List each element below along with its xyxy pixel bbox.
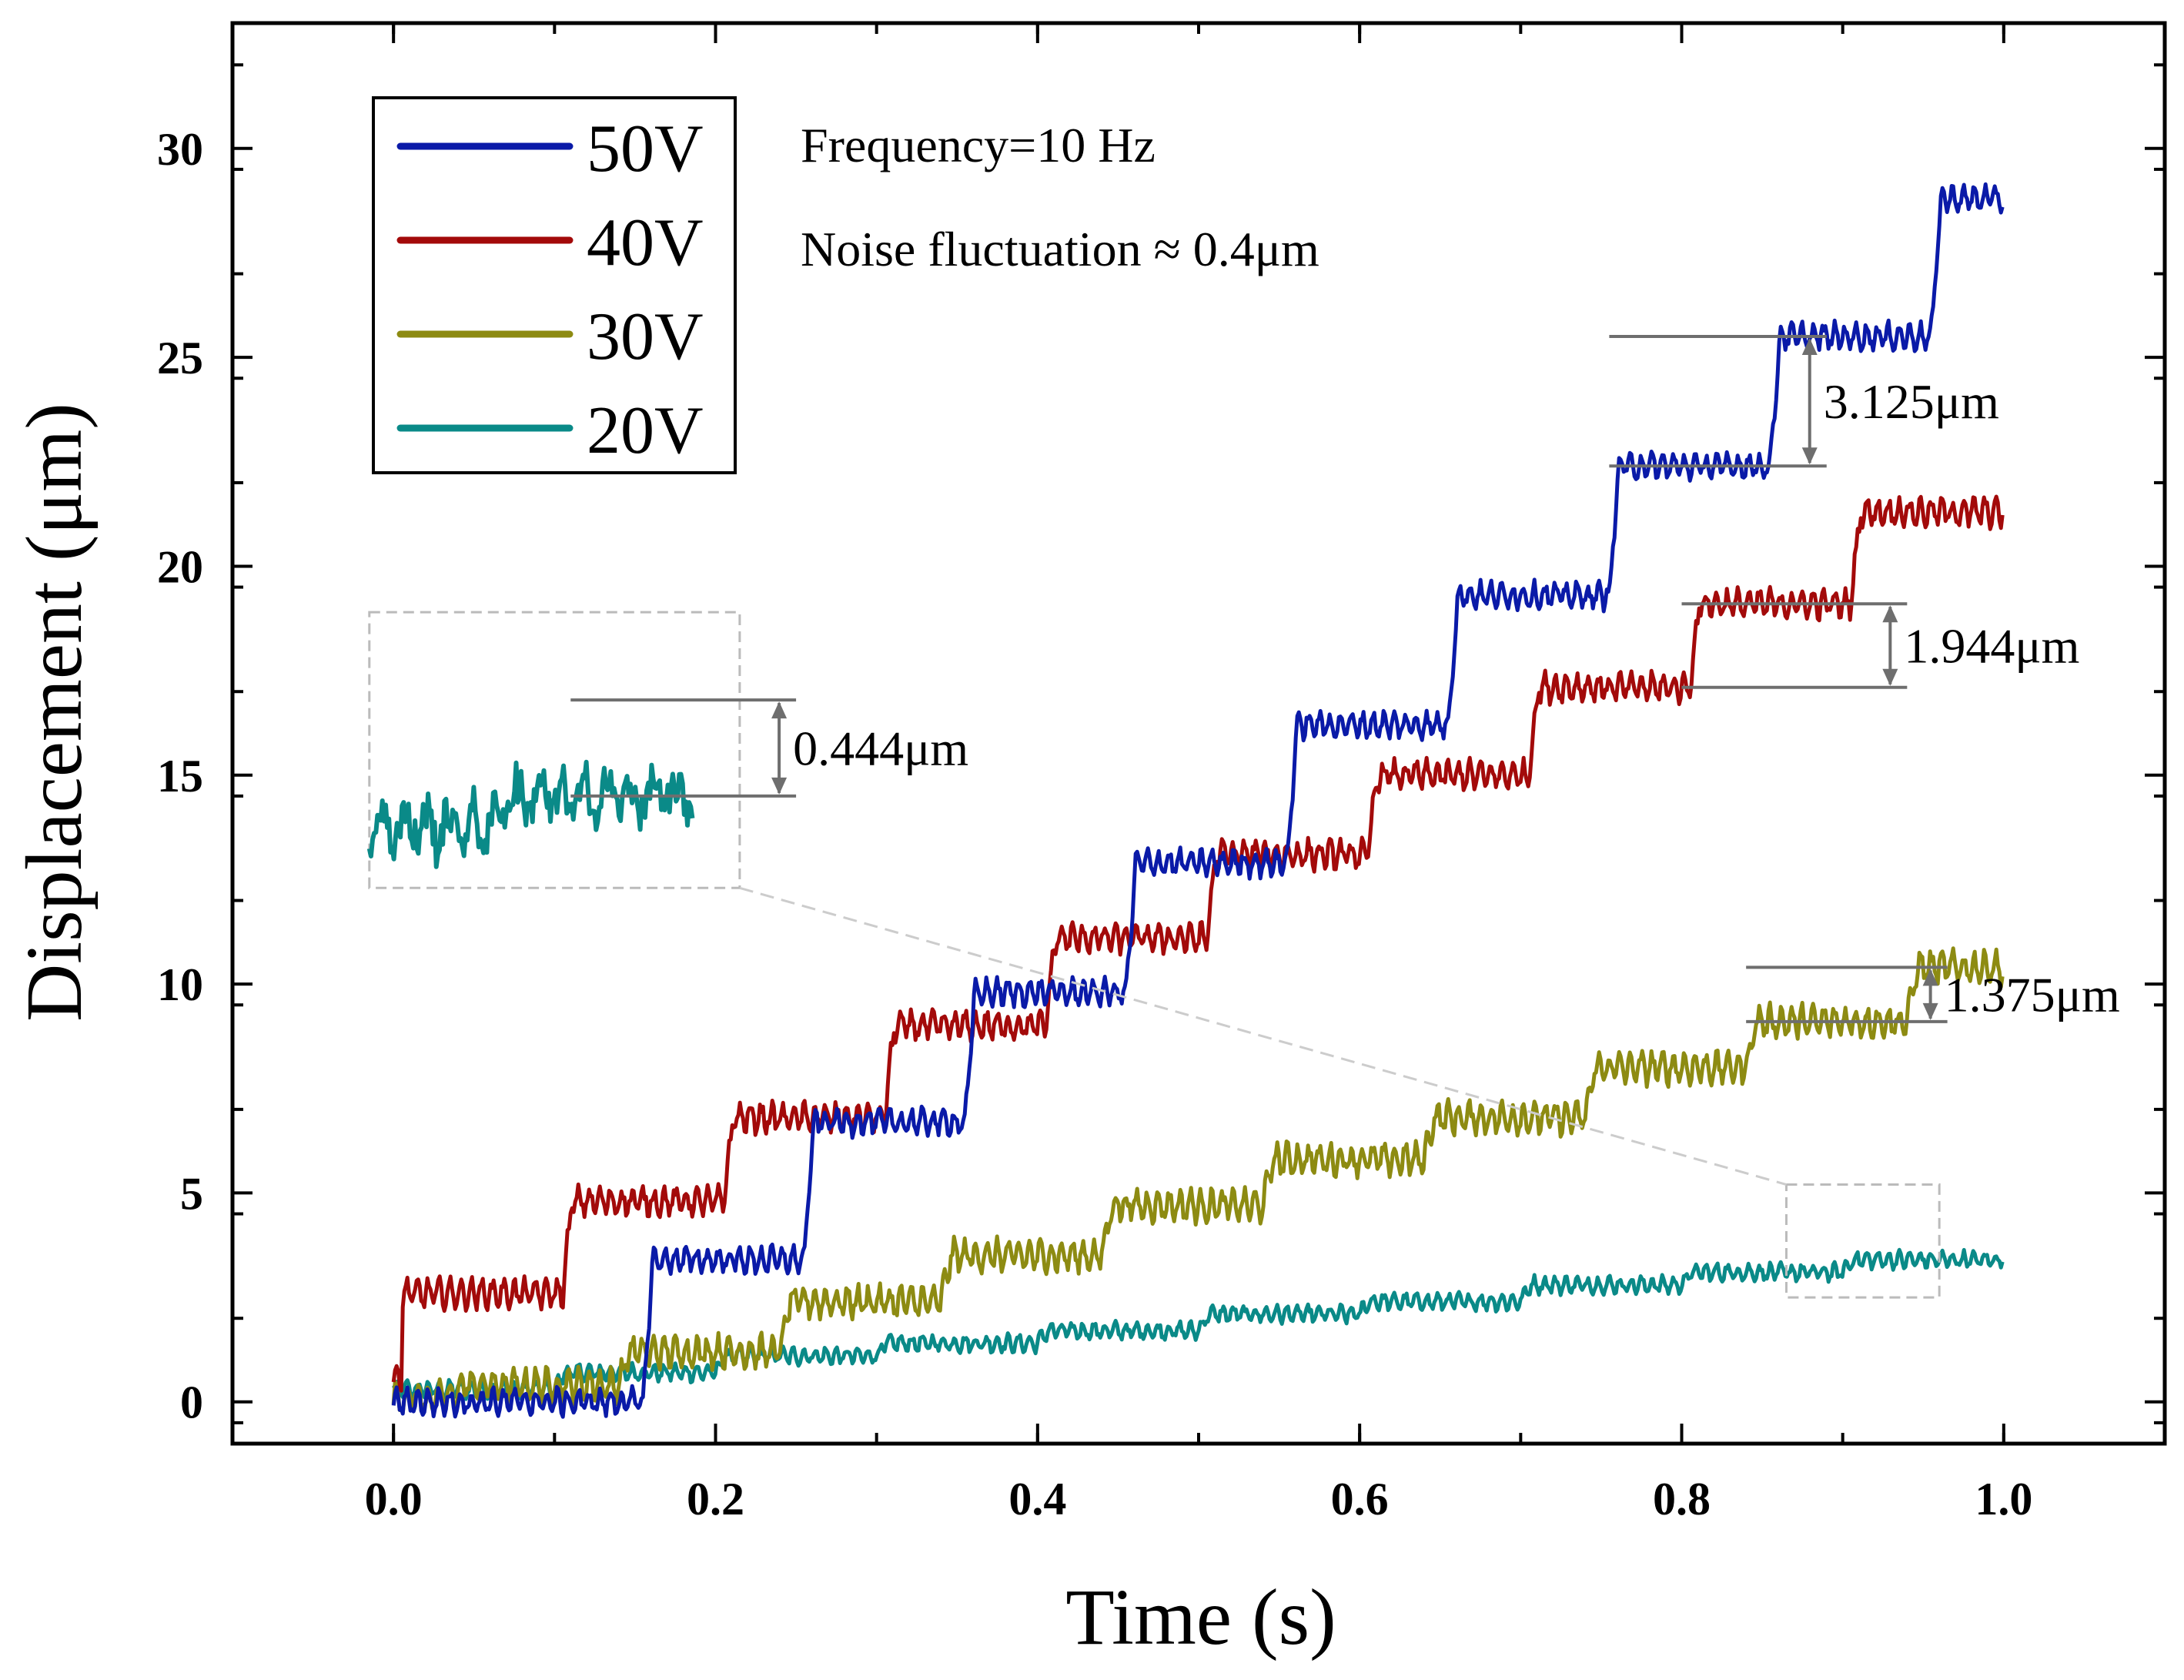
arrow-head-up <box>1882 605 1898 623</box>
y-tick-label: 25 <box>157 333 203 383</box>
annotation-0: 3.125μm <box>1609 334 1999 468</box>
annotation-3: 0.444μm <box>570 698 968 798</box>
zoom-inset <box>366 611 1941 1299</box>
arrow-head-down <box>1922 1002 1938 1020</box>
y-tick-label: 0 <box>180 1377 203 1428</box>
y-tick-label: 30 <box>157 124 203 175</box>
series-line-50v <box>391 182 2005 1419</box>
annotation-label: 1.944μm <box>1904 619 2079 674</box>
annotation-label: 3.125μm <box>1824 374 1999 429</box>
y-tick-label: 20 <box>157 541 203 592</box>
x-tick-label: 0.2 <box>687 1474 744 1524</box>
legend-label-50v: 50V <box>587 112 704 186</box>
frequency-note: Frequency=10 Hz <box>801 118 1156 172</box>
inset-box <box>368 611 741 889</box>
legend-label-30v: 30V <box>587 300 704 374</box>
annotation-2: 1.375μm <box>1746 965 2120 1023</box>
zoom-region-box <box>1784 1183 1941 1299</box>
arrow-head-up <box>1922 969 1938 986</box>
legend: 50V 40V 30V 20V <box>372 96 737 474</box>
annotation-label: 0.444μm <box>793 721 968 775</box>
noise-note: Noise fluctuation ≈ 0.4μm <box>801 222 1319 276</box>
legend-label-40v: 40V <box>587 206 704 280</box>
zoom-connector <box>739 886 1787 1186</box>
legend-box <box>372 96 737 474</box>
inset-trace-20v <box>366 759 695 869</box>
x-tick-label: 0.0 <box>365 1474 423 1524</box>
arrow-head-up <box>771 701 788 719</box>
y-tick-label: 15 <box>157 751 203 802</box>
x-tick-label: 0.6 <box>1331 1474 1389 1524</box>
axes: 0.0 0.2 0.4 0.6 0.8 1.0 0 5 10 15 20 25 30 <box>157 23 2166 1524</box>
x-axis-title: Time (s) <box>1065 1573 1336 1662</box>
annotations: 3.125μm 1.944μm 1.375μm 0.444μm <box>570 334 2120 1023</box>
annotation-1: 1.944μm <box>1681 602 2079 689</box>
arrow-head-up <box>1801 337 1818 355</box>
x-tick-label: 0.8 <box>1653 1474 1711 1524</box>
arrow-head-down <box>1801 447 1818 465</box>
annotation-label: 1.375μm <box>1945 968 2120 1022</box>
series-line-30v <box>391 946 2005 1415</box>
plot-lines <box>391 182 2005 1419</box>
arrow-head-down <box>1882 668 1898 686</box>
x-tick-label: 1.0 <box>1975 1474 2032 1524</box>
notes: Frequency=10 Hz Noise fluctuation ≈ 0.4μ… <box>801 118 1319 276</box>
series-line-20v <box>392 1247 2005 1401</box>
y-tick-label: 5 <box>180 1168 203 1219</box>
arrow-head-down <box>771 777 788 795</box>
y-axis-title: Displacement (μm) <box>10 403 99 1022</box>
y-tick-label: 10 <box>157 959 203 1010</box>
series-line-40v <box>391 494 2005 1393</box>
legend-label-20v: 20V <box>587 393 704 468</box>
x-tick-label: 0.4 <box>1008 1474 1066 1524</box>
